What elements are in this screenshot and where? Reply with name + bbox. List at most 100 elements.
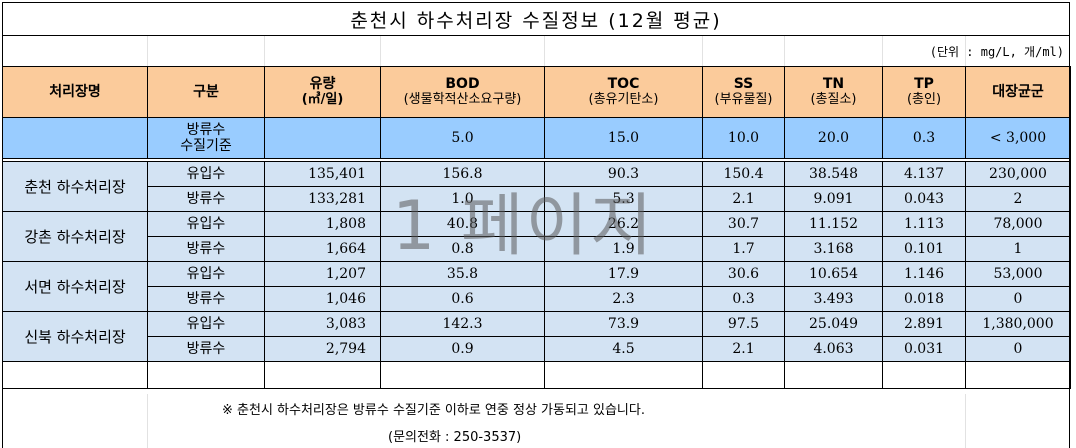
left-border: [2, 36, 3, 448]
standard-coliform: < 3,000: [965, 117, 1071, 159]
toc-cell: 17.9: [544, 261, 703, 287]
tn-cell: 3.168: [784, 236, 883, 262]
header-bod-label: BOD: [445, 76, 480, 92]
flow-cell: 135,401: [264, 161, 381, 187]
row-kind: 방류수: [147, 336, 265, 362]
unit-row: (단위 : mg/L, 개/ml): [2, 36, 1070, 66]
standard-row: 방류수 수질기준 5.0 15.0 10.0 20.0 0.3 < 3,000: [2, 117, 1071, 159]
table-row: 방류수 2,794 0.9 4.5 2.1 4.063 0.031 0: [3, 336, 1071, 362]
tp-cell: 0.101: [882, 236, 966, 262]
flow-cell: 1,046: [264, 286, 381, 312]
standard-toc: 15.0: [544, 117, 703, 159]
unit-note: (단위 : mg/L, 개/ml): [929, 45, 1064, 59]
table-row: 신북 하수처리장 유입수 3,083 142.3 73.9 97.5 25.04…: [2, 311, 1071, 362]
row-kind: 방류수: [147, 236, 265, 262]
page-title: 춘천시 하수처리장 수질정보 (12월 평균): [2, 2, 1070, 36]
standard-tp: 0.3: [882, 117, 966, 159]
spacer-row: [2, 158, 1071, 162]
flow-cell: 3,083: [264, 311, 381, 337]
coliform-cell: 0: [965, 286, 1071, 312]
tn-cell: 9.091: [784, 186, 883, 212]
coliform-cell: 1: [965, 236, 1071, 262]
blank-cell: [264, 361, 381, 389]
standard-ss: 10.0: [702, 117, 785, 159]
tp-cell: 1.146: [882, 261, 966, 287]
bod-cell: 0.6: [380, 286, 545, 312]
header-flow-unit: (㎥/일): [301, 92, 344, 107]
flow-cell: 2,794: [264, 336, 381, 362]
header-kind: 구분: [147, 66, 265, 118]
coliform-cell: 78,000: [965, 211, 1071, 237]
coliform-cell: 230,000: [965, 161, 1071, 187]
plant-name: 신북 하수처리장: [2, 311, 148, 362]
row-kind: 유입수: [147, 311, 265, 337]
table-row: 춘천 하수처리장 유입수 135,401 156.8 90.3 150.4 38…: [2, 161, 1071, 212]
ss-cell: 1.7: [702, 236, 785, 262]
blank-cell: [882, 361, 966, 389]
coliform-cell: 1,380,000: [965, 311, 1071, 337]
bod-cell: 142.3: [380, 311, 545, 337]
ss-cell: 0.3: [702, 286, 785, 312]
toc-cell: 2.3: [544, 286, 703, 312]
tn-cell: 10.654: [784, 261, 883, 287]
header-tn-label: TN: [822, 76, 845, 92]
flow-cell: 133,281: [264, 186, 381, 212]
blank-cell: [380, 361, 545, 389]
coliform-cell: 53,000: [965, 261, 1071, 287]
row-kind: 유입수: [147, 161, 265, 187]
blank-cell: [147, 361, 265, 389]
standard-label-line1: 방류수: [186, 122, 226, 138]
toc-cell: 1.9: [544, 236, 703, 262]
contact-phone: (문의전화 : 250-3537): [388, 430, 522, 445]
header-bod: BOD (생물학적산소요구량): [380, 66, 545, 118]
spacer-cell: [2, 158, 1071, 162]
header-toc-sub: (총유기탄소): [588, 92, 659, 107]
ss-cell: 150.4: [702, 161, 785, 187]
standard-bod: 5.0: [380, 117, 545, 159]
tp-cell: 4.137: [882, 161, 966, 187]
tp-cell: 0.031: [882, 336, 966, 362]
flow-cell: 1,664: [264, 236, 381, 262]
header-toc-label: TOC: [607, 76, 640, 92]
ss-cell: 2.1: [702, 336, 785, 362]
standard-label-line2: 수질기준: [180, 138, 232, 154]
header-tn: TN (총질소): [784, 66, 883, 118]
plant-name: 서면 하수처리장: [2, 261, 148, 312]
ss-cell: 2.1: [702, 186, 785, 212]
toc-cell: 5.3: [544, 186, 703, 212]
flow-cell: 1,808: [264, 211, 381, 237]
standard-flow-cell: [264, 117, 381, 159]
footnote-row: ※ 춘천시 하수처리장은 방류수 수질기준 이하로 연중 정상 가동되고 있습니…: [2, 394, 1070, 420]
toc-cell: 90.3: [544, 161, 703, 187]
toc-cell: 26.2: [544, 211, 703, 237]
toc-cell: 73.9: [544, 311, 703, 337]
header-row: 처리장명 구분 유량 (㎥/일) BOD (생물학적산소요구량) TOC (총유기탄소…: [2, 66, 1071, 118]
header-tp: TP (총인): [882, 66, 966, 118]
header-plant: 처리장명: [2, 66, 148, 118]
header-tp-sub: (총인): [906, 92, 942, 107]
header-ss-sub: (부유물질): [714, 92, 773, 107]
ss-cell: 97.5: [702, 311, 785, 337]
standard-tn: 20.0: [784, 117, 883, 159]
blank-cell: [965, 361, 1071, 389]
row-kind: 유입수: [147, 211, 265, 237]
bod-cell: 156.8: [380, 161, 545, 187]
plant-name: 춘천 하수처리장: [2, 161, 148, 212]
row-kind: 방류수: [147, 286, 265, 312]
header-coliform: 대장균군: [965, 66, 1071, 118]
tp-cell: 1.113: [882, 211, 966, 237]
standard-empty-cell: [2, 117, 148, 159]
flow-cell: 1,207: [264, 261, 381, 287]
tn-cell: 4.063: [784, 336, 883, 362]
coliform-cell: 0: [965, 336, 1071, 362]
water-quality-table: 처리장명 구분 유량 (㎥/일) BOD (생물학적산소요구량) TOC (총유기탄소…: [2, 66, 1071, 389]
tn-cell: 38.548: [784, 161, 883, 187]
tp-cell: 0.018: [882, 286, 966, 312]
bod-cell: 35.8: [380, 261, 545, 287]
header-flow: 유량 (㎥/일): [264, 66, 381, 118]
tn-cell: 11.152: [784, 211, 883, 237]
header-toc: TOC (총유기탄소): [544, 66, 703, 118]
bod-cell: 1.0: [380, 186, 545, 212]
row-kind: 유입수: [147, 261, 265, 287]
